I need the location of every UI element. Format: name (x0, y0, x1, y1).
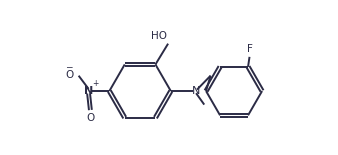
Text: +: + (92, 79, 98, 88)
Text: O: O (66, 70, 74, 80)
Text: N: N (84, 86, 93, 96)
Text: F: F (247, 44, 253, 54)
Text: N: N (192, 86, 200, 96)
Text: O: O (86, 113, 95, 123)
Text: HO: HO (151, 31, 167, 42)
Text: −: − (65, 62, 73, 71)
